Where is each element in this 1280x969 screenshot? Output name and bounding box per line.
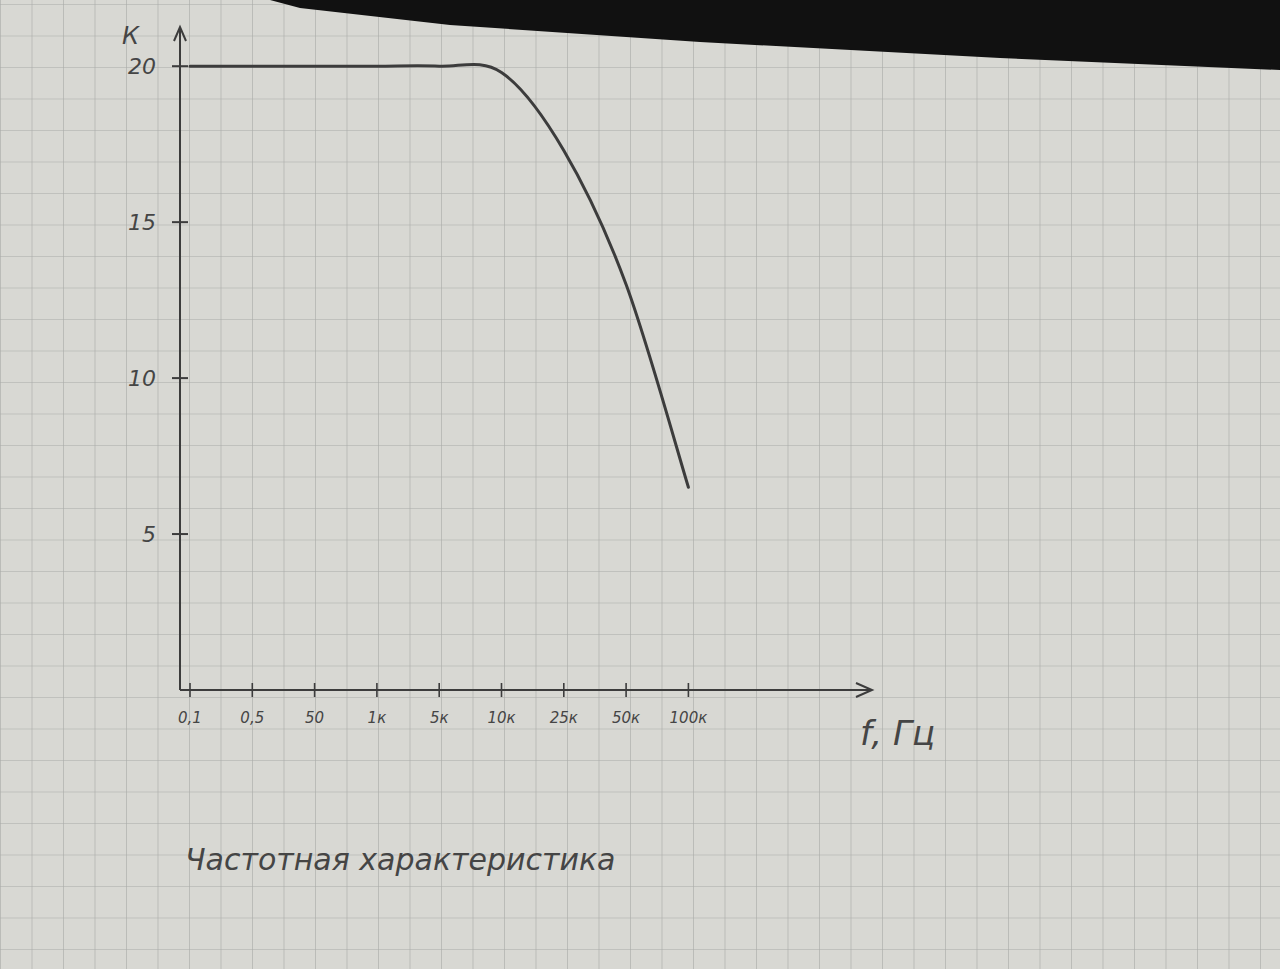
x-tick <box>688 683 690 697</box>
plot-area <box>190 64 688 487</box>
x-tick <box>314 683 316 697</box>
y-axis <box>179 29 181 690</box>
x-tick-label: 0,1 <box>178 709 202 727</box>
y-tick-label: 20 <box>128 54 156 79</box>
y-tick <box>172 533 188 535</box>
x-axis-arrow <box>856 683 872 697</box>
x-tick <box>625 683 627 697</box>
x-tick-label: 1к <box>368 709 387 727</box>
x-tick-label: 10к <box>487 709 515 727</box>
x-tick <box>501 683 503 697</box>
x-tick-label: 50к <box>612 709 640 727</box>
y-tick <box>172 65 188 67</box>
y-tick-label: 15 <box>128 210 156 235</box>
chart-title: Частотная характеристика <box>185 842 615 877</box>
y-tick <box>172 377 188 379</box>
y-tick <box>172 221 188 223</box>
x-axis-label: f, Гц <box>860 713 935 753</box>
x-tick <box>376 683 378 697</box>
x-tick <box>189 683 191 697</box>
y-axis-label: К <box>122 22 140 50</box>
chart: 5 10 15 20 0,1 0,5 50 1к 5к 10к 25к 50к 100к Кf, Гц Ча… <box>0 0 1280 969</box>
y-tick-label: 5 <box>142 522 156 547</box>
x-tick <box>252 683 254 697</box>
y-tick-label: 10 <box>128 366 156 391</box>
series-line <box>190 64 688 487</box>
x-tick-label: 5к <box>430 709 449 727</box>
x-axis <box>180 689 870 691</box>
x-tick-label: 50 <box>305 709 324 727</box>
x-tick <box>438 683 440 697</box>
y-axis-arrow <box>174 27 186 41</box>
paper <box>0 0 1280 969</box>
x-tick-label: 25к <box>550 709 578 727</box>
x-tick-label: 0,5 <box>240 709 264 727</box>
x-tick <box>563 683 565 697</box>
x-tick-label: 100к <box>670 709 708 727</box>
background-edge <box>270 0 1280 70</box>
